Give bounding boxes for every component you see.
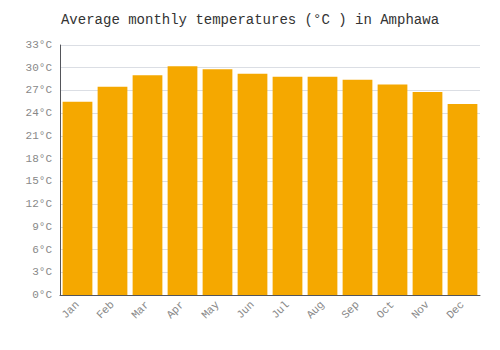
svg-text:12°C: 12°C	[26, 198, 53, 210]
svg-text:Mar: Mar	[129, 299, 151, 321]
svg-text:15°C: 15°C	[26, 175, 53, 187]
svg-text:Sep: Sep	[339, 299, 361, 321]
svg-text:Average monthly temperatures (: Average monthly temperatures (°C ) in Am…	[61, 12, 439, 28]
svg-text:Jan: Jan	[59, 299, 81, 321]
svg-text:Dec: Dec	[444, 299, 466, 321]
svg-text:9°C: 9°C	[32, 221, 52, 233]
svg-text:Oct: Oct	[374, 299, 396, 321]
svg-text:30°C: 30°C	[26, 62, 53, 74]
svg-text:Jun: Jun	[234, 299, 256, 321]
svg-text:6°C: 6°C	[32, 244, 52, 256]
svg-text:33°C: 33°C	[26, 39, 53, 51]
svg-text:Feb: Feb	[94, 299, 116, 321]
svg-text:Jul: Jul	[269, 299, 291, 321]
svg-text:3°C: 3°C	[32, 266, 52, 278]
svg-text:May: May	[199, 298, 222, 321]
svg-text:24°C: 24°C	[26, 107, 53, 119]
svg-text:Aug: Aug	[304, 299, 326, 321]
svg-text:21°C: 21°C	[26, 130, 53, 142]
svg-text:Apr: Apr	[164, 299, 186, 321]
svg-text:0°C: 0°C	[32, 289, 52, 301]
svg-text:Nov: Nov	[409, 298, 432, 321]
svg-text:18°C: 18°C	[26, 153, 53, 165]
svg-text:27°C: 27°C	[26, 84, 53, 96]
